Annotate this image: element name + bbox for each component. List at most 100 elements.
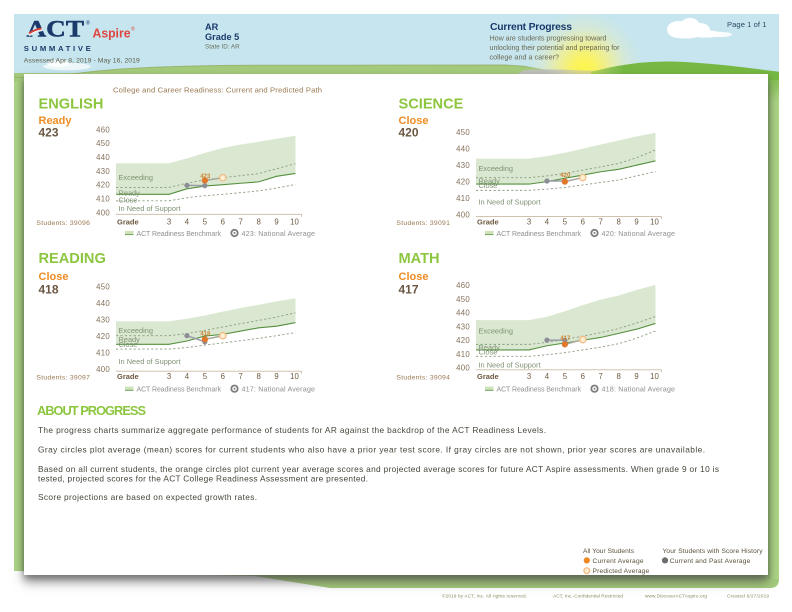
svg-text:420: 420 [456, 336, 470, 345]
svg-text:®: ® [131, 26, 135, 33]
svg-text:Predicted Average: Predicted Average [593, 568, 650, 575]
svg-text:7: 7 [599, 372, 603, 381]
svg-text:ACT Readiness Benchmark: ACT Readiness Benchmark [497, 387, 582, 394]
svg-text:10: 10 [650, 217, 659, 226]
svg-text:Ready: Ready [119, 335, 141, 344]
svg-text:8: 8 [256, 372, 260, 381]
svg-text:Aspire: Aspire [93, 25, 131, 40]
svg-text:400: 400 [96, 208, 110, 217]
svg-text:430: 430 [96, 315, 110, 324]
svg-text:www.DiscoverACTAspire.org: www.DiscoverACTAspire.org [645, 594, 707, 599]
svg-text:In Need of Support: In Need of Support [479, 198, 541, 207]
svg-text:©2019 by ACT, Inc. All rights: ©2019 by ACT, Inc. All rights reserved. [442, 593, 527, 599]
svg-text:In Need of Support: In Need of Support [119, 357, 181, 366]
svg-text:Current and Past Average: Current and Past Average [670, 558, 751, 565]
svg-text:6: 6 [581, 217, 585, 226]
svg-text:420: 420 [399, 126, 419, 140]
svg-text:450: 450 [96, 139, 110, 148]
svg-text:Grade: Grade [477, 372, 499, 381]
svg-text:All Your Students: All Your Students [583, 548, 635, 555]
svg-text:Close: Close [399, 115, 429, 127]
svg-text:Grade: Grade [117, 217, 139, 226]
svg-text:Grade: Grade [477, 217, 499, 226]
svg-text:460: 460 [96, 125, 110, 134]
svg-text:Exceeding: Exceeding [479, 164, 514, 173]
svg-text:®: ® [86, 20, 91, 27]
svg-text:Assessed Apr 8, 2019 - May 16,: Assessed Apr 8, 2019 - May 16, 2019 [24, 57, 140, 64]
svg-text:College and Career Readiness:: College and Career Readiness: Current an… [113, 86, 322, 95]
svg-text:Grade 5: Grade 5 [205, 32, 239, 42]
svg-text:3: 3 [167, 217, 171, 226]
svg-text:9: 9 [634, 217, 638, 226]
svg-text:430: 430 [96, 167, 110, 176]
svg-text:Score projections are based on: Score projections are based on expected … [38, 492, 257, 502]
svg-text:Exceeding: Exceeding [119, 173, 154, 182]
svg-text:7: 7 [239, 217, 243, 226]
svg-text:420: 420 [96, 332, 110, 341]
svg-text:410: 410 [96, 195, 110, 204]
svg-text:410: 410 [456, 194, 470, 203]
svg-text:423: 423 [200, 174, 211, 180]
svg-text:ENGLISH: ENGLISH [39, 97, 104, 113]
svg-text:How are students progressing t: How are students progressing toward [490, 34, 607, 43]
svg-text:AR: AR [205, 22, 219, 32]
svg-text:7: 7 [239, 372, 243, 381]
svg-text:4: 4 [545, 372, 550, 381]
svg-text:SCIENCE: SCIENCE [399, 97, 464, 113]
svg-text:Current Average: Current Average [593, 558, 644, 565]
svg-text:10: 10 [650, 372, 659, 381]
svg-text:tested, projected scores for t: tested, projected scores for the ACT Col… [38, 473, 368, 483]
svg-text:400: 400 [96, 365, 110, 374]
svg-text:Ready: Ready [119, 188, 141, 197]
svg-text:430: 430 [456, 161, 470, 170]
svg-text:9: 9 [634, 372, 638, 381]
svg-text:417: 417 [399, 283, 419, 297]
svg-text:450: 450 [456, 128, 470, 137]
svg-text:Students: 39097: Students: 39097 [36, 374, 90, 381]
svg-text:440: 440 [96, 153, 110, 162]
svg-text:unlocking their potential and: unlocking their potential and preparing … [490, 43, 621, 52]
svg-text:8: 8 [616, 217, 620, 226]
svg-text:410: 410 [96, 348, 110, 357]
svg-text:ABOUT PROGRESS: ABOUT PROGRESS [37, 403, 146, 418]
svg-text:In Need of Support: In Need of Support [479, 361, 541, 370]
svg-text:10: 10 [290, 372, 299, 381]
svg-text:5: 5 [563, 372, 568, 381]
svg-text:MATH: MATH [399, 251, 440, 267]
svg-text:6: 6 [221, 372, 225, 381]
svg-text:Close: Close [399, 271, 429, 283]
svg-text:3: 3 [527, 217, 531, 226]
svg-text:440: 440 [456, 309, 470, 318]
svg-text:8: 8 [256, 217, 260, 226]
svg-text:Your Students with Score Histo: Your Students with Score History [663, 548, 764, 555]
svg-text:Close: Close [119, 340, 138, 349]
svg-text:418: 418 [39, 283, 59, 297]
svg-text:417: 417 [560, 336, 571, 342]
svg-text:10: 10 [290, 217, 299, 226]
svg-text:ACT Readiness Benchmark: ACT Readiness Benchmark [137, 387, 222, 394]
svg-text:460: 460 [456, 281, 470, 290]
svg-text:Students: 39094: Students: 39094 [396, 374, 450, 381]
svg-text:400: 400 [456, 364, 470, 373]
svg-text:Grade: Grade [117, 372, 139, 381]
svg-text:420: 420 [560, 173, 571, 179]
svg-text:Close: Close [39, 271, 69, 283]
svg-text:420: 420 [456, 178, 470, 187]
svg-text:READING: READING [39, 251, 106, 267]
svg-text:Students: 39091: Students: 39091 [396, 220, 450, 227]
svg-text:3: 3 [527, 372, 531, 381]
svg-text:Students: 39096: Students: 39096 [36, 220, 90, 227]
svg-text:450: 450 [96, 283, 110, 292]
svg-text:4: 4 [185, 217, 190, 226]
svg-text:In Need of Support: In Need of Support [119, 204, 181, 213]
svg-text:Created 6/27/2019: Created 6/27/2019 [727, 594, 769, 599]
svg-text:420: 420 [96, 181, 110, 190]
svg-text:400: 400 [456, 211, 470, 220]
svg-text:Close: Close [119, 196, 138, 205]
svg-text:Gray circles plot average (mea: Gray circles plot average (mean) scores … [38, 444, 705, 454]
svg-text:423: National Average: 423: National Average [242, 229, 316, 238]
svg-text:Ready: Ready [479, 343, 501, 352]
svg-text:college and a career?: college and a career? [490, 53, 560, 62]
svg-text:418: National Average: 418: National Average [602, 385, 676, 394]
svg-text:430: 430 [456, 322, 470, 331]
